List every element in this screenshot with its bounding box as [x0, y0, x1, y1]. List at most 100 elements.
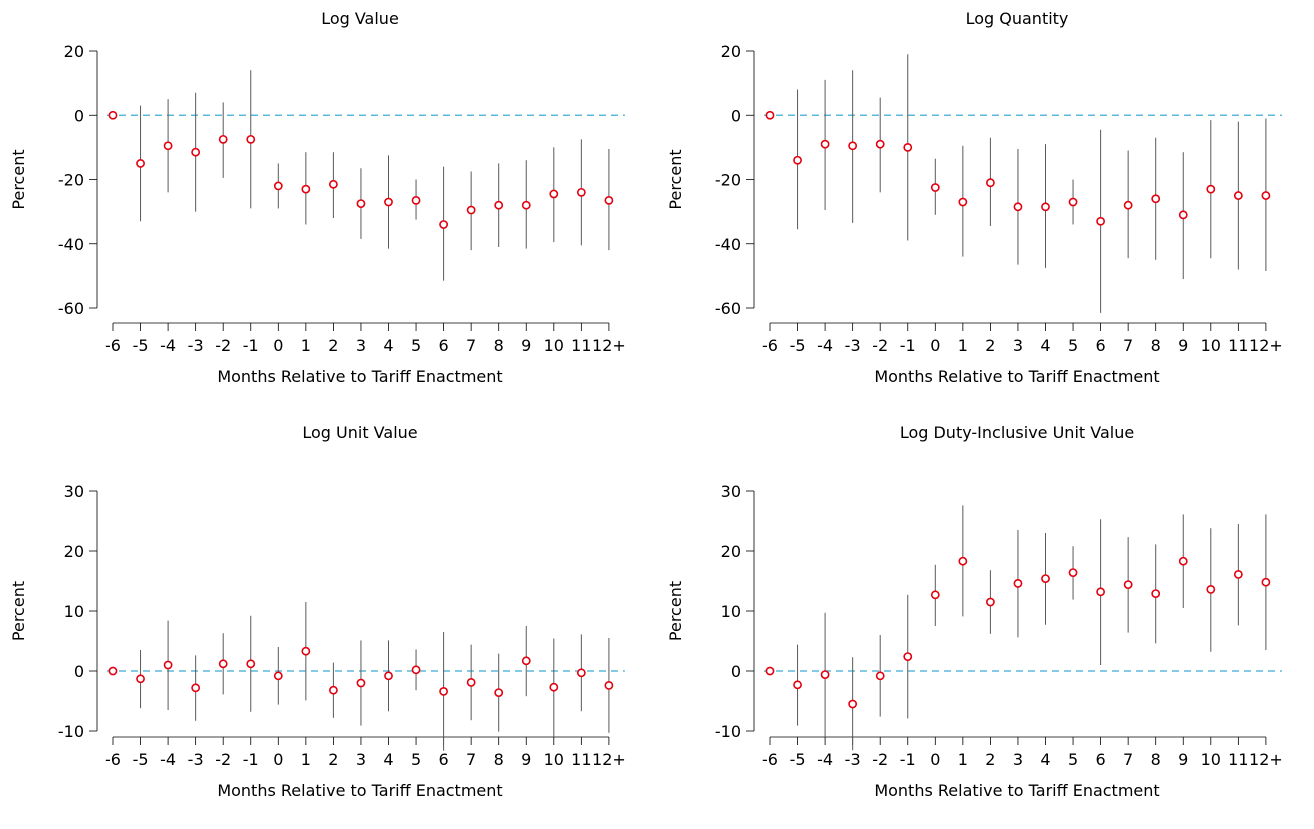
data-point [958, 556, 968, 566]
x-tick-label: 7 [466, 750, 476, 769]
data-point [875, 139, 885, 149]
x-tick-label: 5 [411, 336, 421, 355]
data-point [1041, 574, 1050, 583]
data-point [1233, 569, 1243, 579]
data-point [1178, 210, 1188, 220]
data-point [163, 660, 173, 670]
x-tick-label: -3 [845, 750, 861, 769]
x-tick-label: 2 [328, 750, 338, 769]
data-point [1261, 191, 1271, 200]
x-tick-label: 9 [1178, 750, 1188, 769]
chart-title: Log Quantity [966, 9, 1069, 28]
x-tick-label: 4 [1040, 336, 1050, 355]
x-tick-label: 1 [301, 336, 311, 355]
x-tick-label: 6 [439, 336, 449, 355]
x-tick-label: 3 [1013, 336, 1023, 355]
data-point [1178, 556, 1188, 566]
x-tick-label: 10 [544, 750, 564, 769]
x-tick-label: -5 [133, 750, 149, 769]
y-tick-label: -40 [58, 235, 84, 254]
x-tick-label: 8 [494, 750, 504, 769]
x-tick-label: 8 [1151, 336, 1161, 355]
x-tick-label: 4 [383, 750, 393, 769]
data-point [1233, 191, 1243, 200]
x-tick-label: -6 [105, 750, 121, 769]
x-axis-label: Months Relative to Tariff Enactment [217, 781, 502, 800]
y-tick-label: 10 [64, 602, 84, 621]
x-tick-label: -1 [900, 336, 916, 355]
data-point [521, 200, 531, 210]
x-tick-label: -6 [762, 750, 778, 769]
data-point [494, 688, 504, 697]
x-tick-label: 10 [1201, 336, 1221, 355]
x-tick-label: -2 [872, 336, 888, 355]
y-tick-label: 0 [731, 106, 741, 125]
x-tick-label: 3 [1013, 750, 1023, 769]
panel-log-value: Log Value 20 0 -20 -40 -60 Percent -6 -5 -4 -3 -2 -1… [0, 0, 657, 414]
x-tick-label: 12+ [592, 750, 626, 769]
chart-title: Log Unit Value [302, 423, 417, 442]
x-tick-label: 1 [958, 336, 968, 355]
data-point [820, 670, 830, 679]
x-tick-label: 12+ [1249, 750, 1283, 769]
data-point [985, 178, 995, 188]
x-tick-label: 10 [544, 336, 564, 355]
data-point [494, 200, 504, 210]
data-point [820, 139, 830, 149]
panel-log-unit-value: Log Unit Value 30 20 10 0 -10 Percent -6 -5 -4 -3-… [0, 414, 657, 828]
x-tick-label: -6 [762, 336, 778, 355]
x-tick-label: 5 [1068, 750, 1078, 769]
x-tick-label: 6 [1096, 750, 1106, 769]
data-point [108, 666, 118, 676]
x-tick-label: -3 [188, 336, 204, 355]
x-tick-label: 11 [571, 336, 591, 355]
panel-log-quantity: Log Quantity 20 0 -20 -40 -60 Percent -6 -5 -4 -3-… [657, 0, 1314, 414]
x-tick-label: 0 [273, 750, 283, 769]
y-tick-label: -10 [715, 722, 741, 741]
x-tick-label: -5 [133, 336, 149, 355]
x-tick-label: 0 [930, 750, 940, 769]
x-tick-label: 9 [1178, 336, 1188, 355]
x-tick-label: 2 [985, 336, 995, 355]
data-point [765, 110, 775, 120]
data-point [576, 668, 586, 678]
data-point [549, 682, 559, 692]
chart-title: Log Duty-Inclusive Unit Value [900, 423, 1134, 442]
x-tick-label: 3 [356, 750, 366, 769]
data-point [411, 195, 421, 205]
data-point [1013, 578, 1023, 588]
x-tick-label: 2 [328, 336, 338, 355]
x-tick-label: -1 [243, 750, 259, 769]
x-axis-label: Months Relative to Tariff Enactment [874, 781, 1159, 800]
data-point [1151, 589, 1161, 598]
data-point [1068, 197, 1078, 207]
x-tick-label: 6 [439, 750, 449, 769]
panel-log-duty-inclusive-unit-value: Log Duty-Inclusive Unit Value 30 20 10 0 -10 P… [657, 414, 1314, 828]
data-point [1206, 584, 1216, 594]
data-point [930, 590, 940, 600]
x-tick-label: -6 [105, 336, 121, 355]
y-tick-label: 0 [731, 662, 741, 681]
x-tick-label: 11 [1228, 336, 1248, 355]
y-tick-label: 20 [721, 542, 741, 561]
data-point [191, 147, 201, 157]
data-point [1096, 216, 1105, 226]
x-tick-label: -1 [243, 336, 259, 355]
x-tick-label: -2 [215, 750, 231, 769]
data-point [930, 183, 940, 192]
x-tick-label: 7 [466, 336, 476, 355]
x-tick-label: -4 [160, 336, 176, 355]
data-point [218, 134, 228, 144]
data-point [875, 671, 885, 681]
x-tick-label: 8 [1151, 750, 1161, 769]
x-tick-label: 11 [571, 750, 591, 769]
x-tick-label: 1 [958, 750, 968, 769]
y-tick-label: 20 [721, 42, 741, 61]
x-tick-label: 12+ [1249, 336, 1283, 355]
data-point [604, 195, 614, 205]
y-tick-label: 0 [74, 106, 84, 125]
x-tick-label: 4 [1040, 750, 1050, 769]
